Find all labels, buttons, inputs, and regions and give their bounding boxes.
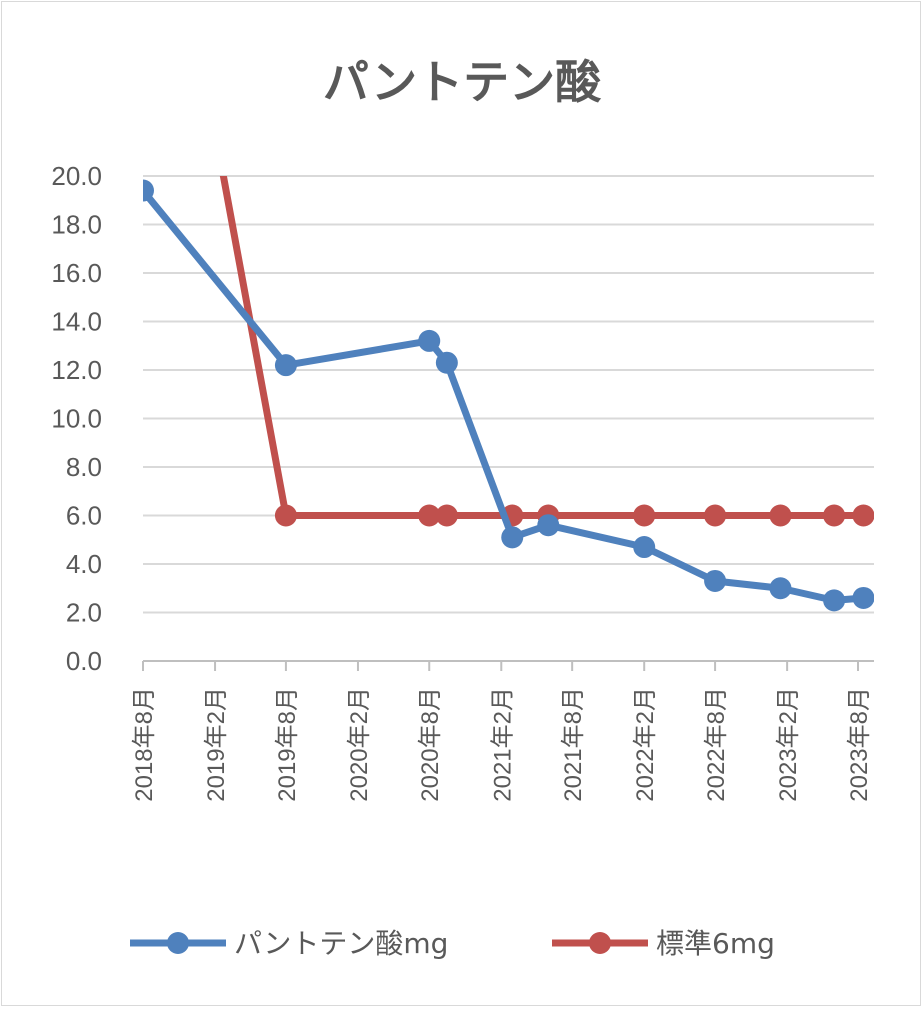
legend-swatch-marker — [589, 932, 611, 954]
legend-swatch-marker — [167, 932, 189, 954]
y-tick-label: 20.0 — [51, 161, 102, 191]
x-tick-label: 2022年8月 — [703, 687, 730, 802]
data-point — [501, 526, 524, 549]
data-point — [852, 586, 874, 609]
data-point — [769, 504, 792, 527]
data-point — [143, 179, 154, 202]
y-tick-label: 8.0 — [66, 452, 102, 482]
data-point — [633, 504, 656, 527]
x-tick-label: 2022年2月 — [632, 687, 659, 802]
gridlines — [143, 175, 874, 662]
data-point — [274, 504, 297, 527]
data-point — [823, 504, 846, 527]
legend-label: パントテン酸mg — [234, 927, 448, 960]
x-tick-label: 2019年8月 — [274, 687, 301, 802]
data-point — [823, 589, 846, 612]
chart-title: パントテン酸 — [323, 55, 602, 109]
y-tick-label: 14.0 — [51, 307, 102, 337]
y-tick-label: 2.0 — [66, 598, 102, 628]
y-tick-label: 6.0 — [66, 501, 102, 531]
x-tick-label: 2020年8月 — [417, 687, 444, 802]
y-tick-label: 0.0 — [66, 646, 102, 676]
data-point — [274, 354, 297, 377]
data-point — [537, 514, 560, 537]
legend: パントテン酸mg 標準6mg — [130, 927, 775, 960]
x-tick-label: 2019年2月 — [203, 687, 230, 802]
y-tick-label: 18.0 — [51, 210, 102, 240]
x-axis: 2018年8月 2019年2月 2019年8月 2020年2月 2020年8月 2021年… — [131, 661, 873, 802]
y-tick-label: 12.0 — [51, 355, 102, 385]
y-tick-label: 10.0 — [51, 404, 102, 434]
legend-label: 標準6mg — [656, 927, 775, 960]
data-point — [435, 504, 458, 527]
data-point — [418, 504, 441, 527]
data-point — [769, 577, 792, 600]
y-tick-label: 16.0 — [51, 258, 102, 288]
data-point — [435, 351, 458, 374]
data-point — [418, 329, 441, 352]
y-axis-ticks: 0.0 2.0 4.0 6.0 8.0 10.0 12.0 14.0 16.0 18.0 20.0 — [51, 161, 102, 676]
x-tick-label: 2020年2月 — [346, 687, 373, 802]
data-point — [852, 504, 874, 527]
x-tick-label: 2023年2月 — [775, 687, 802, 802]
data-point — [704, 504, 727, 527]
x-tick-label: 2023年8月 — [846, 687, 873, 802]
series-layer — [143, 176, 874, 612]
data-point — [633, 536, 656, 559]
x-tick-label: 2021年2月 — [489, 687, 516, 802]
x-tick-label: 2021年8月 — [560, 687, 587, 802]
data-point — [704, 569, 727, 592]
x-tick-label: 2018年8月 — [131, 687, 158, 802]
y-tick-label: 4.0 — [66, 549, 102, 579]
